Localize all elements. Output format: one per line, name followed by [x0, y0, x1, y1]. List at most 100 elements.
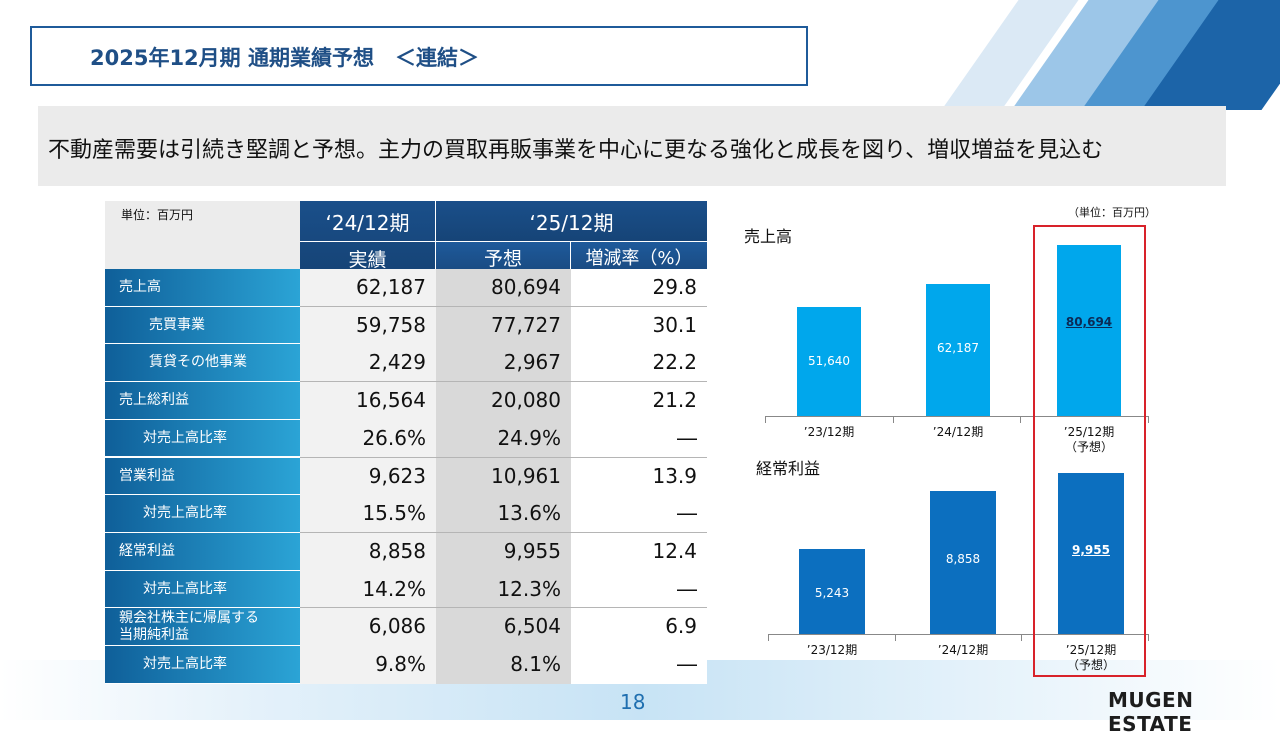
row-divider [300, 381, 707, 383]
x-tick: ’25/12期 （予想） [1044, 425, 1134, 455]
headline-text: 不動産需要は引続き堅調と予想。主力の買取再販事業を中心に更なる強化と成長を図り、… [48, 138, 1104, 163]
forecast-table: 単位：百万円 ‘24/12期 実績 ‘25/12期 予想 増減率（%） 売上高 6… [105, 201, 707, 684]
row-label: 売買事業 [105, 306, 300, 345]
page-number: 18 [620, 690, 646, 714]
row-divider [300, 531, 707, 533]
x-axis [768, 634, 1148, 635]
x-tick-label: ’23/12期 [806, 643, 858, 657]
x-axis-tick [1148, 416, 1149, 423]
col-header-24: ‘24/12期 実績 [300, 201, 436, 271]
row-label: 親会社株主に帰属する 当期純利益 [105, 608, 300, 646]
x-tick: ’23/12期 [787, 643, 877, 658]
table-cell-rate: 29.8 [571, 269, 707, 307]
row-label-line1: 親会社株主に帰属する [119, 610, 259, 627]
chart-bar [930, 490, 996, 634]
x-tick-label: ’25/12期 [1065, 643, 1117, 657]
table-cell-v24: 9,623 [300, 457, 436, 496]
chart-title: 売上高 [744, 227, 793, 246]
bar-value-label: 8,858 [945, 552, 981, 567]
row-divider [300, 607, 707, 609]
table-cell-v24: 6,086 [300, 608, 436, 646]
row-label: 売上総利益 [105, 382, 300, 420]
table-cell-v24: 8,858 [300, 532, 436, 571]
headline-banner: 不動産需要は引続き堅調と予想。主力の買取再販事業を中心に更なる強化と成長を図り、… [38, 106, 1226, 186]
x-tick-label: ’23/12期 [803, 425, 855, 439]
page-title: 2025年12月期 通期業績予想 ＜連結＞ [90, 46, 479, 70]
table-cell-rate: 22.2 [571, 344, 707, 383]
bar-value-label: 5,243 [814, 585, 850, 600]
table-cell-v24: 59,758 [300, 306, 436, 345]
col-header-25: ‘25/12期 [436, 201, 707, 241]
row-label: 営業利益 [105, 457, 300, 496]
chart-unit: （単位：百万円） [1068, 206, 1156, 219]
row-label: 対売上高比率 [105, 570, 300, 609]
x-axis-tick [1021, 634, 1023, 641]
x-tick-note: （予想） [1064, 440, 1113, 454]
table-cell-rate: ― [571, 419, 707, 458]
chart-bar [926, 284, 990, 416]
row-label: 対売上高比率 [105, 495, 300, 533]
x-tick-label: ’25/12期 [1063, 425, 1115, 439]
table-cell-rate: 21.2 [571, 382, 707, 420]
chart-bar [1057, 245, 1121, 416]
table-cell-v24: 9.8% [300, 646, 436, 684]
table-cell-v25: 24.9% [436, 419, 571, 458]
row-label: 賃貸その他事業 [105, 344, 300, 383]
table-cell-v25: 20,080 [436, 382, 571, 420]
table-cell-v25: 77,727 [436, 306, 571, 345]
chart-title: 経常利益 [756, 459, 821, 478]
x-tick-note: （予想） [1066, 658, 1115, 672]
table-cell-rate: ― [571, 646, 707, 684]
chart-bar [797, 306, 861, 416]
table-cell-v25: 80,694 [436, 269, 571, 307]
row-divider [300, 305, 707, 307]
table-cell-v24: 15.5% [300, 495, 436, 533]
table-corner: 単位：百万円 [105, 201, 300, 269]
x-tick-label: ’24/12期 [937, 643, 989, 657]
header-decoration [820, 0, 1280, 110]
row-label: 売上高 [105, 269, 300, 307]
col-sub-actual: 実績 [348, 249, 387, 271]
bar-value-label: 51,640 [808, 353, 850, 368]
x-tick: ’24/12期 [918, 643, 1008, 658]
x-tick: ’24/12期 [913, 425, 1003, 440]
x-axis-tick [1148, 634, 1149, 641]
table-cell-rate: ― [571, 570, 707, 609]
table-cell-v24: 26.6% [300, 419, 436, 458]
x-tick-label: ’24/12期 [932, 425, 984, 439]
x-tick: ’23/12期 [784, 425, 874, 440]
title-box: 2025年12月期 通期業績予想 ＜連結＞ [30, 26, 808, 86]
bar-value-label: 9,955 [1072, 542, 1110, 557]
chart-bar [1058, 472, 1124, 634]
table-cell-v24: 2,429 [300, 344, 436, 383]
bar-value-label: 80,694 [1065, 315, 1113, 330]
table-cell-rate: ― [571, 495, 707, 533]
brand-logo: MUGEN ESTATE [1108, 688, 1194, 736]
row-label: 経常利益 [105, 532, 300, 571]
x-axis-tick [765, 416, 766, 423]
row-label: 対売上高比率 [105, 419, 300, 458]
chart-bar [799, 549, 865, 634]
table-unit: 単位：百万円 [121, 208, 194, 222]
x-axis-tick [768, 634, 769, 641]
table-cell-v24: 14.2% [300, 570, 436, 609]
forecast-highlight-box [1033, 225, 1146, 677]
table-cell-v25: 2,967 [436, 344, 571, 383]
x-tick: ’25/12期 （予想） [1046, 643, 1136, 673]
row-divider [300, 456, 707, 458]
x-axis-tick [894, 634, 896, 641]
table-cell-v24: 62,187 [300, 269, 436, 307]
x-axis [765, 416, 1148, 417]
x-axis-tick [892, 416, 894, 423]
table-cell-rate: 13.9 [571, 457, 707, 496]
table-cell-rate: 12.4 [571, 532, 707, 571]
table-cell-v25: 13.6% [436, 495, 571, 533]
table-cell-v25: 6,504 [436, 608, 571, 646]
table-cell-v25: 12.3% [436, 570, 571, 609]
row-label-line2: 当期純利益 [119, 627, 189, 644]
table-cell-v25: 9,955 [436, 532, 571, 571]
x-axis-tick [1020, 416, 1022, 423]
table-cell-v25: 8.1% [436, 646, 571, 684]
table-cell-v25: 10,961 [436, 457, 571, 496]
table-cell-rate: 6.9 [571, 608, 707, 646]
